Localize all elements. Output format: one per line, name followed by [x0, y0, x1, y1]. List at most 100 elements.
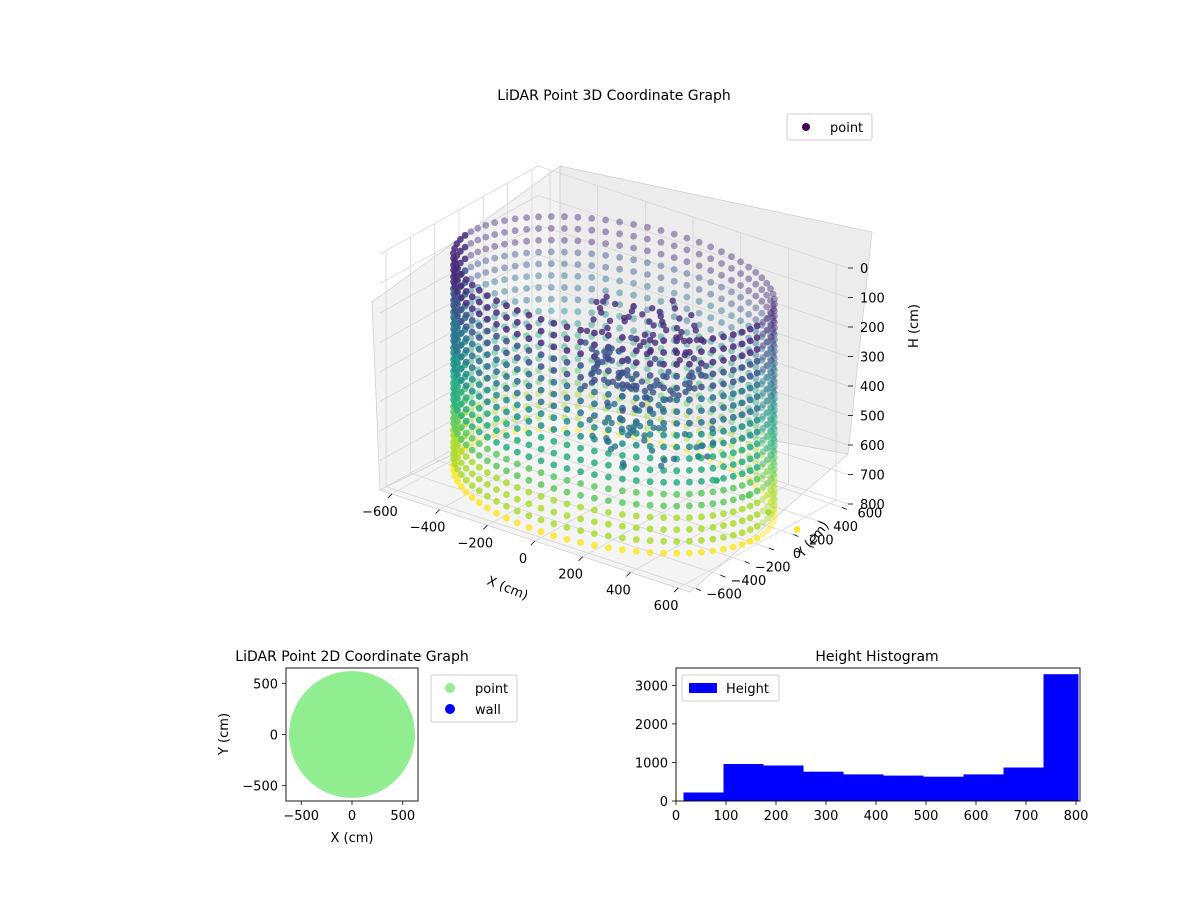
point-3d [501, 276, 508, 283]
point-3d-interior [673, 324, 681, 332]
point-3d [616, 277, 623, 285]
point-3d [745, 263, 753, 271]
chart-3d-legend: point [786, 113, 873, 141]
point-3d [644, 282, 651, 290]
point-3d [468, 470, 476, 478]
point-3d [769, 302, 777, 310]
point-3d [767, 344, 774, 352]
point-3d [738, 517, 746, 525]
point-3d [591, 412, 598, 419]
point-3d [746, 325, 754, 333]
point-3d [770, 376, 777, 384]
point-3d-interior [628, 308, 636, 315]
histogram-frame [675, 667, 1081, 802]
histogram-bar [763, 765, 804, 801]
point-3d [513, 484, 521, 491]
point-3d [577, 491, 584, 499]
point-3d [619, 546, 626, 554]
point-3d [646, 431, 654, 438]
point-3d [563, 465, 571, 472]
point-3d [462, 453, 470, 460]
point-3d [771, 307, 778, 315]
point-3d [738, 387, 746, 395]
point-3d [753, 523, 761, 530]
point-3d [563, 335, 571, 343]
point-3d [605, 461, 612, 469]
tick-label-hist-x: 800 [1064, 809, 1089, 824]
point-3d [737, 258, 744, 266]
point-3d [767, 308, 774, 316]
point-3d [767, 451, 775, 459]
point-3d [525, 394, 533, 402]
tick-label-3d-y: −200 [755, 561, 791, 576]
point-3d-interior [646, 318, 653, 325]
tick-label-hist-y: 1000 [635, 756, 668, 771]
point-3d-interior [693, 336, 700, 344]
point-3d-interior [670, 455, 678, 462]
point-3d [550, 343, 558, 351]
point-3d [771, 513, 778, 520]
point-3d [563, 500, 571, 508]
point-3d [475, 298, 483, 306]
point-3d [468, 482, 476, 489]
point-3d [547, 295, 555, 303]
point-3d [474, 224, 482, 232]
point-3d [771, 390, 778, 397]
point-3d [457, 483, 465, 490]
point-3d [771, 383, 778, 391]
point-3d [619, 440, 626, 447]
point-3d-interior [660, 425, 668, 432]
point-3d-interior [628, 375, 636, 383]
point-3d-interior [666, 396, 674, 403]
point-3d [771, 343, 778, 350]
point-3d [758, 309, 766, 317]
point-3d-interior [598, 328, 606, 336]
point-3d [644, 259, 651, 267]
point-3d [475, 499, 483, 507]
point-3d [720, 380, 727, 388]
point-3d [746, 526, 754, 534]
point-3d [577, 444, 584, 452]
point-3d [577, 456, 584, 464]
point-3d [746, 361, 754, 368]
point-3d [474, 248, 482, 256]
point-3d [632, 489, 640, 496]
point-3d [746, 396, 754, 404]
point-3d-interior [636, 422, 644, 430]
point-3d [493, 403, 500, 411]
point-3d [493, 321, 500, 328]
tick-3d-x [530, 540, 536, 546]
point-3d [752, 351, 760, 359]
point-3d-interior [670, 390, 677, 397]
point-3d [547, 213, 555, 220]
point-3d-interior [650, 424, 657, 431]
point-3d [462, 476, 470, 484]
point-3d-interior [655, 425, 662, 432]
point-3d [451, 295, 459, 303]
point-3d [673, 372, 681, 380]
point-3d [537, 492, 545, 500]
point-3d [769, 408, 777, 416]
point-3d [468, 281, 476, 289]
point-3d [588, 297, 596, 305]
point-3d [563, 394, 571, 402]
point-3d [513, 413, 521, 421]
point-3d [574, 320, 582, 327]
point-3d [619, 534, 626, 542]
point-3d [630, 221, 637, 228]
point-3d [759, 483, 767, 491]
point-3d [771, 319, 778, 327]
point-3d [737, 270, 744, 277]
point-3d [457, 317, 465, 325]
point-3d [537, 374, 545, 382]
point-3d-interior [639, 311, 646, 318]
point-3d [767, 450, 774, 458]
chart-3d-title: LiDAR Point 3D Coordinate Graph [497, 88, 730, 104]
point-3d [467, 228, 475, 236]
point-3d-interior [649, 305, 656, 312]
point-3d [563, 524, 571, 531]
point-disc [289, 671, 415, 798]
point-3d [660, 337, 667, 345]
point-3d [588, 309, 596, 317]
point-3d [484, 410, 491, 417]
